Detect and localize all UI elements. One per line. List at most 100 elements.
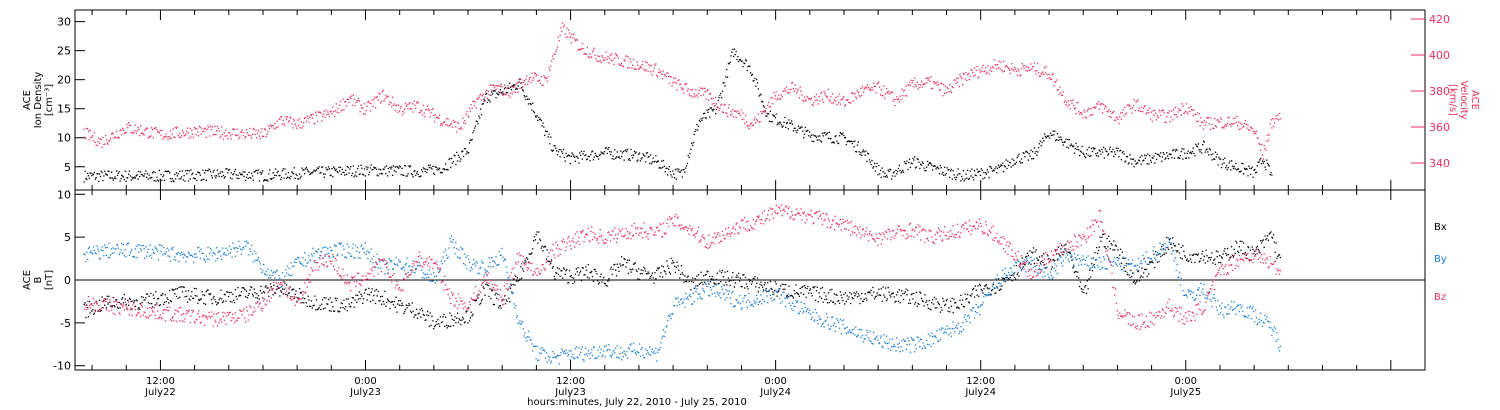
bx-data-point — [733, 286, 736, 288]
black-data-point — [1047, 136, 1049, 138]
black-data-point — [315, 169, 318, 171]
pink-data-point — [631, 67, 633, 69]
black-data-point — [106, 174, 108, 176]
bx-data-point — [165, 301, 167, 303]
black-data-point — [316, 167, 319, 169]
black-data-point — [921, 161, 923, 163]
pink-data-point — [1179, 109, 1182, 112]
black-data-point — [966, 177, 968, 179]
bx-data-point — [275, 288, 278, 291]
black-data-point — [731, 51, 733, 53]
bx-data-point — [921, 300, 923, 302]
bottom-left-tick-label: 0 — [64, 274, 71, 287]
black-data-point — [125, 180, 127, 182]
black-data-point — [1205, 149, 1207, 151]
by-data-point — [398, 259, 400, 261]
by-data-point — [97, 248, 99, 250]
by-data-point — [210, 249, 213, 251]
by-data-point — [186, 256, 189, 258]
by-data-point — [714, 292, 716, 294]
by-data-point — [638, 352, 640, 354]
bx-data-point — [549, 261, 551, 263]
by-data-point — [604, 356, 606, 358]
pink-data-point — [237, 134, 239, 136]
by-data-point — [209, 252, 211, 254]
pink-data-point — [861, 94, 863, 97]
by-data-point — [701, 298, 703, 300]
pink-data-point — [107, 143, 109, 145]
by-data-point — [503, 260, 505, 262]
pink-data-point — [461, 128, 463, 130]
pink-data-point — [106, 142, 108, 144]
black-data-point — [118, 171, 120, 173]
by-data-point — [602, 354, 604, 356]
black-data-point — [1108, 148, 1111, 150]
bx-data-point — [723, 284, 725, 286]
pink-data-point — [927, 79, 929, 81]
black-data-point — [457, 154, 460, 156]
bx-data-point — [104, 304, 106, 306]
pink-data-point — [848, 101, 850, 104]
pink-data-point — [964, 78, 966, 80]
pink-data-point — [902, 90, 905, 92]
bx-data-point — [539, 238, 541, 240]
bx-data-point — [1057, 246, 1059, 248]
pink-data-point — [1260, 143, 1263, 146]
pink-data-point — [951, 86, 953, 88]
pink-data-point — [633, 68, 636, 70]
bx-data-point — [144, 299, 146, 301]
pink-data-point — [515, 91, 517, 93]
black-data-point — [1253, 169, 1255, 171]
pink-data-point — [978, 76, 980, 78]
bx-data-point — [928, 300, 930, 302]
black-data-point — [609, 153, 612, 156]
bx-data-point — [147, 302, 149, 304]
by-data-point — [380, 267, 382, 269]
bx-data-point — [726, 284, 728, 286]
black-data-point — [686, 162, 689, 165]
pink-data-point — [811, 103, 813, 106]
bx-data-point — [965, 298, 967, 300]
bx-data-point — [847, 298, 849, 300]
by-data-point — [580, 351, 582, 354]
bx-data-point — [1101, 236, 1103, 238]
black-data-point — [148, 174, 150, 176]
black-data-point — [204, 172, 206, 174]
bx-data-point — [343, 299, 345, 301]
by-data-point — [492, 266, 495, 268]
black-data-point — [887, 169, 889, 171]
black-data-point — [756, 82, 759, 84]
by-data-point — [709, 286, 712, 289]
pink-data-point — [710, 97, 712, 100]
pink-data-point — [168, 136, 170, 138]
bx-data-point — [677, 265, 679, 267]
pink-data-point — [488, 94, 490, 96]
bx-data-point — [795, 284, 797, 286]
black-data-point — [242, 171, 244, 173]
black-data-point — [268, 173, 270, 175]
bx-data-point — [1205, 249, 1207, 251]
by-data-point — [612, 351, 614, 353]
by-data-point — [667, 319, 669, 322]
by-data-point — [499, 254, 501, 256]
by-data-point — [534, 345, 536, 347]
black-data-point — [523, 94, 525, 97]
black-data-point — [1096, 155, 1098, 157]
by-data-point — [203, 258, 205, 260]
black-data-point — [1055, 139, 1058, 141]
by-data-point — [593, 346, 595, 349]
black-data-point — [1118, 155, 1120, 158]
black-data-point — [467, 152, 469, 154]
by-data-point — [104, 244, 106, 246]
black-data-point — [890, 169, 892, 171]
black-data-point — [850, 140, 852, 142]
black-data-point — [909, 166, 912, 168]
black-data-point — [1093, 148, 1095, 150]
bx-data-point — [817, 301, 819, 303]
black-data-point — [1202, 144, 1204, 146]
top-right-tick-label: 380 — [1429, 85, 1450, 98]
bx-data-point — [694, 277, 696, 280]
black-data-point — [164, 170, 166, 172]
pink-data-point — [329, 111, 331, 113]
bx-data-point — [885, 300, 888, 302]
